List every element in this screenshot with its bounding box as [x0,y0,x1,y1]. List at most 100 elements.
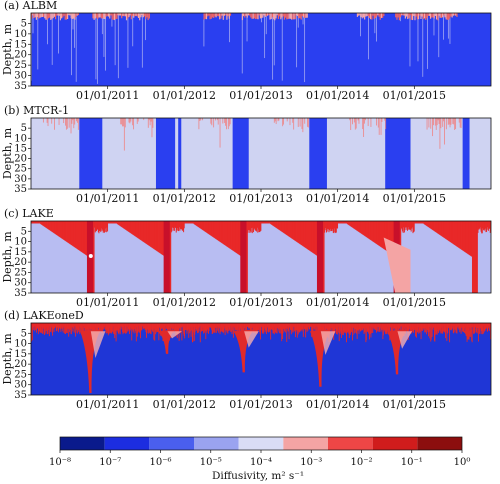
surface-layer [268,323,270,332]
epilimnion [32,221,34,224]
colorbar-tick-label: 10⁻⁴ [250,457,272,468]
epilimnion [45,221,47,228]
epilimnion [237,221,239,255]
surface-layer [398,323,399,331]
surface-layer [355,323,357,333]
surface-streak [271,13,274,18]
epilimnion [54,221,56,235]
red-streak [297,118,299,127]
surface-layer [287,323,289,329]
surface-layer [350,323,352,333]
surface-layer [200,323,202,332]
surface-layer [456,323,458,327]
surface-layer [372,323,374,328]
red-streak [452,118,454,124]
epilimnion [194,221,196,225]
epilimnion [486,221,488,232]
epilimnion [278,221,280,230]
surface-layer [312,323,314,329]
epilimnion [447,221,449,241]
surface-layer [413,323,415,329]
epilimnion [132,221,134,235]
surface-layer [273,323,275,335]
surface-layer [383,323,385,330]
epilimnion [372,221,374,242]
epilimnion [75,221,77,249]
epilimnion [138,221,140,239]
surface-layer [387,323,389,331]
surface-layer [479,323,481,329]
surface-layer [353,323,354,328]
surface-layer [156,323,158,333]
surface-layer [195,323,197,330]
epilimnion [74,221,76,248]
surface-streak [49,13,51,18]
epilimnion [71,221,73,246]
surface-layer [364,323,366,329]
epilimnion [329,221,331,231]
surface-layer [163,323,164,334]
colorbar-tick-label: 10⁻² [350,457,372,468]
surface-layer [404,323,406,334]
panel-title: (b) MTCR-1 [4,104,69,117]
y-axis-label: Depth, m [1,23,14,75]
epilimnion [218,221,220,242]
epilimnion [59,221,61,238]
surface-streak [429,13,432,19]
epilimnion [83,221,85,254]
surface-layer [417,323,419,332]
surface-layer [379,323,381,327]
colorbar-segment [283,437,328,450]
surface-layer [290,323,292,331]
surface-layer [138,323,140,332]
surface-streak [246,13,248,18]
epilimnion [352,221,354,228]
surface-layer [344,323,346,333]
surface-layer [244,323,246,327]
epilimnion [415,221,417,224]
surface-layer [416,323,418,333]
surface-layer [190,323,192,337]
surface-streak [265,13,268,17]
red-streak [199,118,201,121]
epilimnion [86,221,88,256]
surface-layer [468,323,469,332]
epilimnion [230,221,232,250]
epilimnion [194,221,196,225]
red-streak [198,118,200,130]
mixing-streak [376,13,377,42]
red-streak [273,118,275,123]
epilimnion [308,221,310,250]
surface-layer [263,323,265,329]
epilimnion [296,221,298,243]
epilimnion [175,221,177,233]
surface-layer [114,323,116,339]
surface-layer [122,323,123,332]
surface-layer [292,323,294,333]
epilimnion [94,221,96,233]
red-streak [202,118,204,121]
epilimnion [264,221,266,224]
surface-streak [124,13,126,17]
epilimnion [144,221,146,243]
red-streak [65,118,67,130]
surface-layer [215,323,217,333]
epilimnion [96,221,98,231]
surface-layer [181,323,183,327]
epilimnion [108,221,110,224]
epilimnion [96,221,98,230]
epilimnion [128,221,130,233]
surface-layer [153,323,155,340]
epilimnion [199,221,201,229]
red-streak [150,118,152,122]
surface-layer [115,323,117,342]
surface-layer [295,323,297,330]
plot-area [31,13,491,86]
surface-streak [443,13,445,16]
surface-layer [447,323,449,329]
epilimnion [487,221,489,231]
overturn-column [240,221,247,293]
epilimnion [36,221,38,224]
red-streak [355,118,357,129]
y-tick-label: 15 [14,39,27,50]
